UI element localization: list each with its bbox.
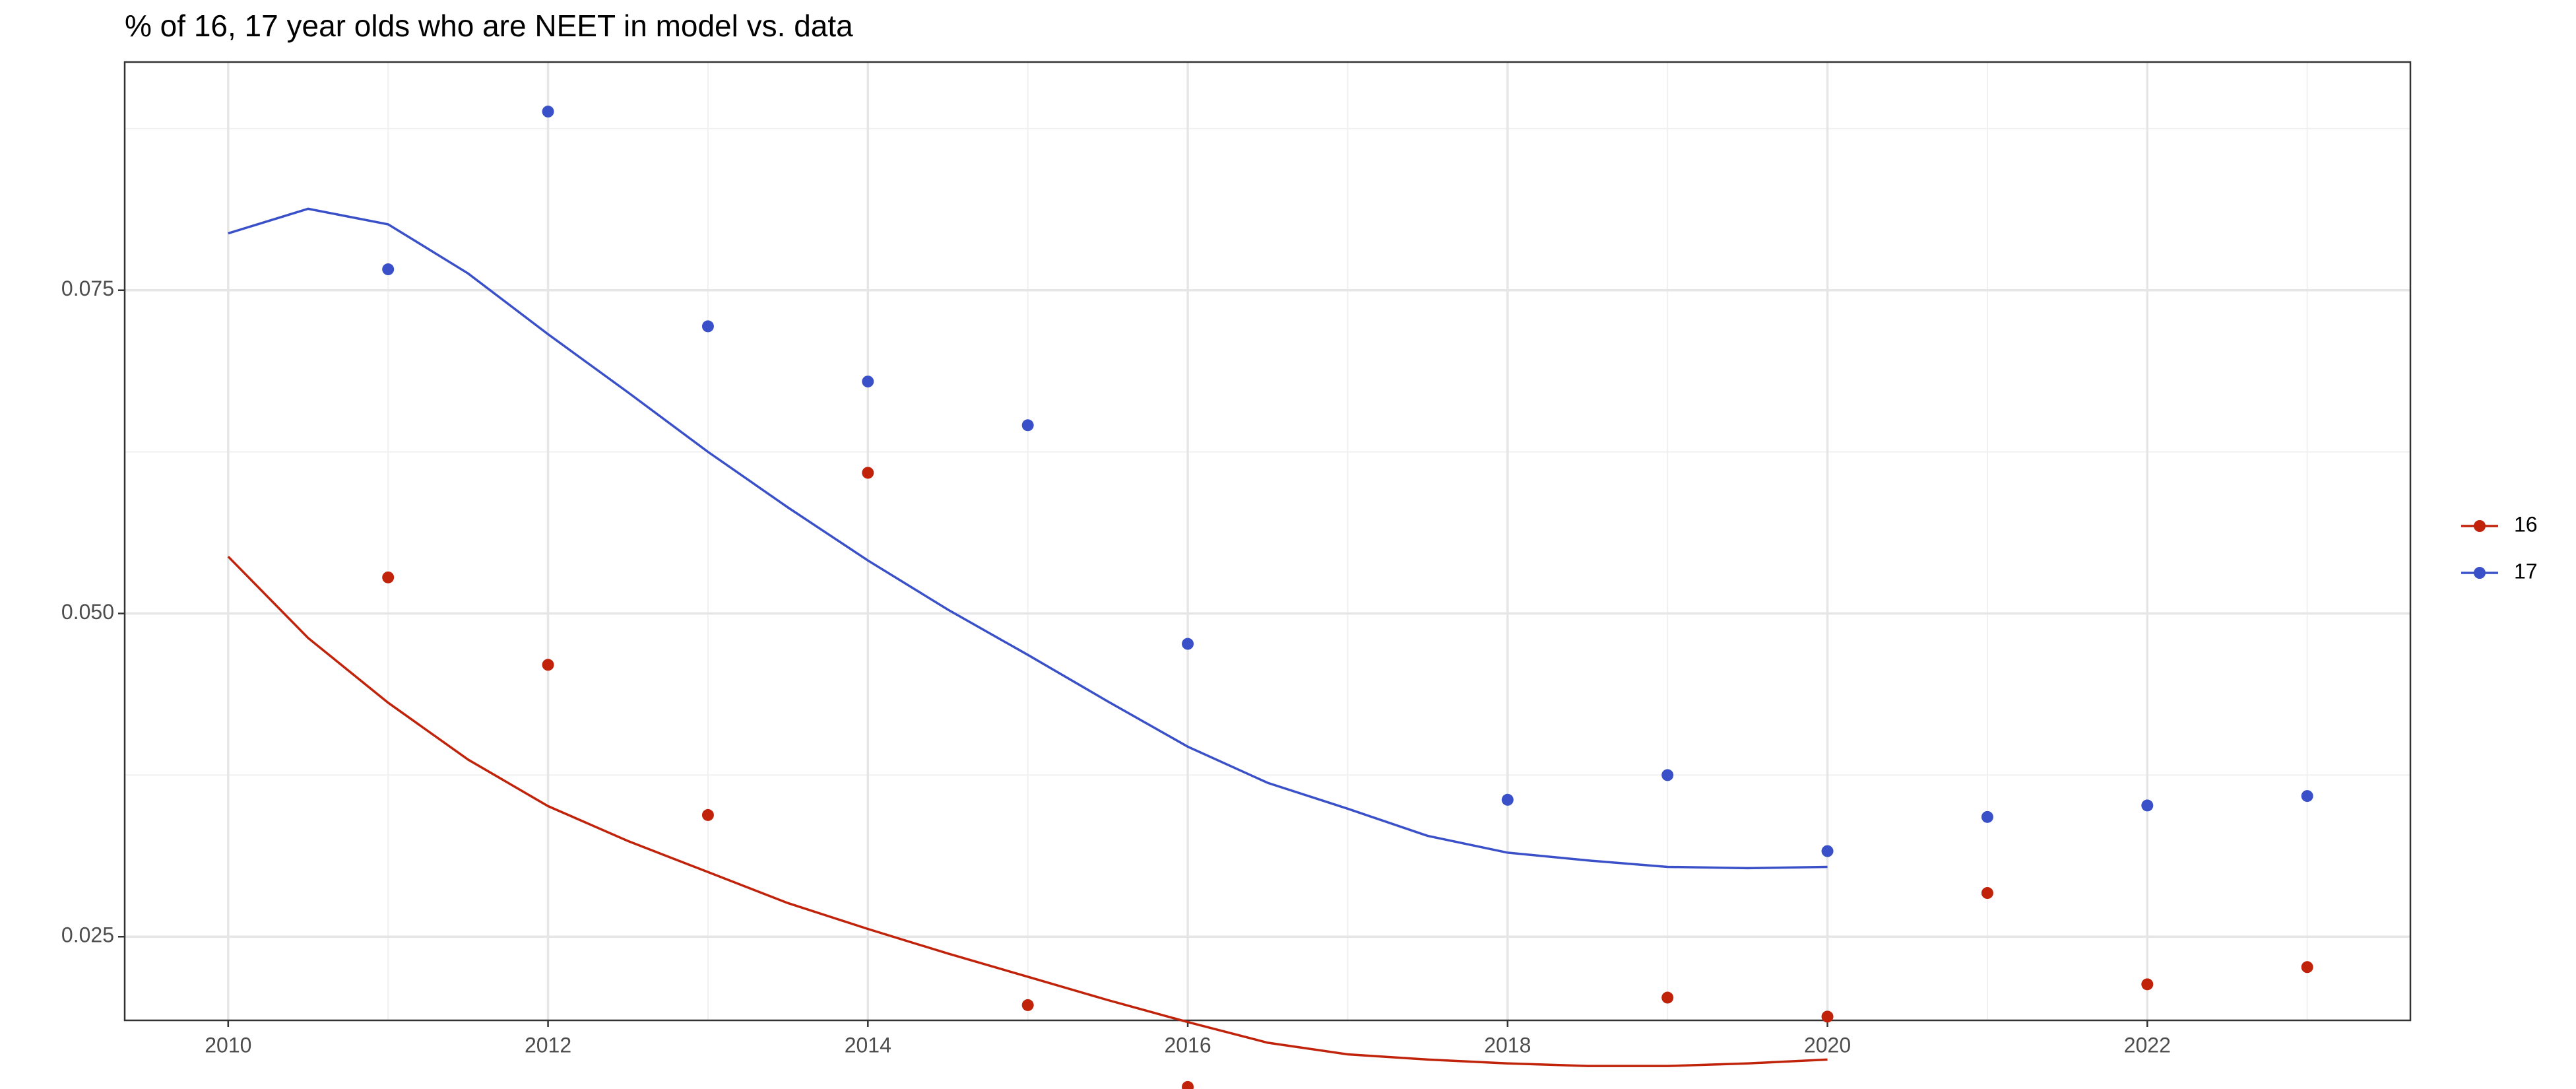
data-point (1501, 793, 1514, 806)
legend-label: 16 (2514, 512, 2538, 536)
data-point (382, 263, 395, 276)
data-point (862, 467, 874, 479)
x-tick-label: 2018 (1484, 1033, 1531, 1057)
data-point (542, 659, 554, 671)
y-tick-label: 0.025 (61, 923, 114, 947)
x-tick-label: 2012 (525, 1033, 571, 1057)
data-point (1821, 1010, 1834, 1023)
fit-line (228, 207, 1828, 870)
legend-label: 17 (2514, 559, 2538, 583)
legend-point (2474, 567, 2486, 579)
x-tick-label: 2020 (1804, 1033, 1851, 1057)
data-point (2141, 799, 2154, 812)
data-point (1021, 999, 1034, 1011)
fit-line (227, 556, 1828, 1067)
x-tick-label: 2016 (1164, 1033, 1211, 1057)
data-point (1981, 810, 1993, 823)
data-point (1661, 991, 1674, 1004)
y-tick-label: 0.050 (61, 600, 114, 624)
data-point (542, 106, 554, 118)
data-point (1821, 845, 1834, 857)
data-point (1182, 638, 1194, 650)
plot-border (123, 61, 2412, 1022)
data-point (1021, 419, 1034, 432)
data-point (1981, 887, 1993, 900)
data-point (382, 571, 395, 583)
legend-point (2474, 520, 2486, 532)
data-point (2141, 978, 2154, 991)
chart-title: % of 16, 17 year olds who are NEET in mo… (125, 9, 853, 43)
data-point (2301, 961, 2313, 974)
data-point (862, 376, 874, 388)
data-point (701, 808, 714, 821)
data-point (701, 320, 714, 333)
y-tick-label: 0.075 (61, 277, 114, 300)
x-tick-label: 2022 (2124, 1033, 2171, 1057)
data-point (1661, 769, 1674, 781)
data-point (2301, 790, 2313, 803)
x-tick-label: 2010 (205, 1033, 251, 1057)
x-tick-label: 2014 (845, 1033, 891, 1057)
data-point (1182, 1080, 1194, 1089)
